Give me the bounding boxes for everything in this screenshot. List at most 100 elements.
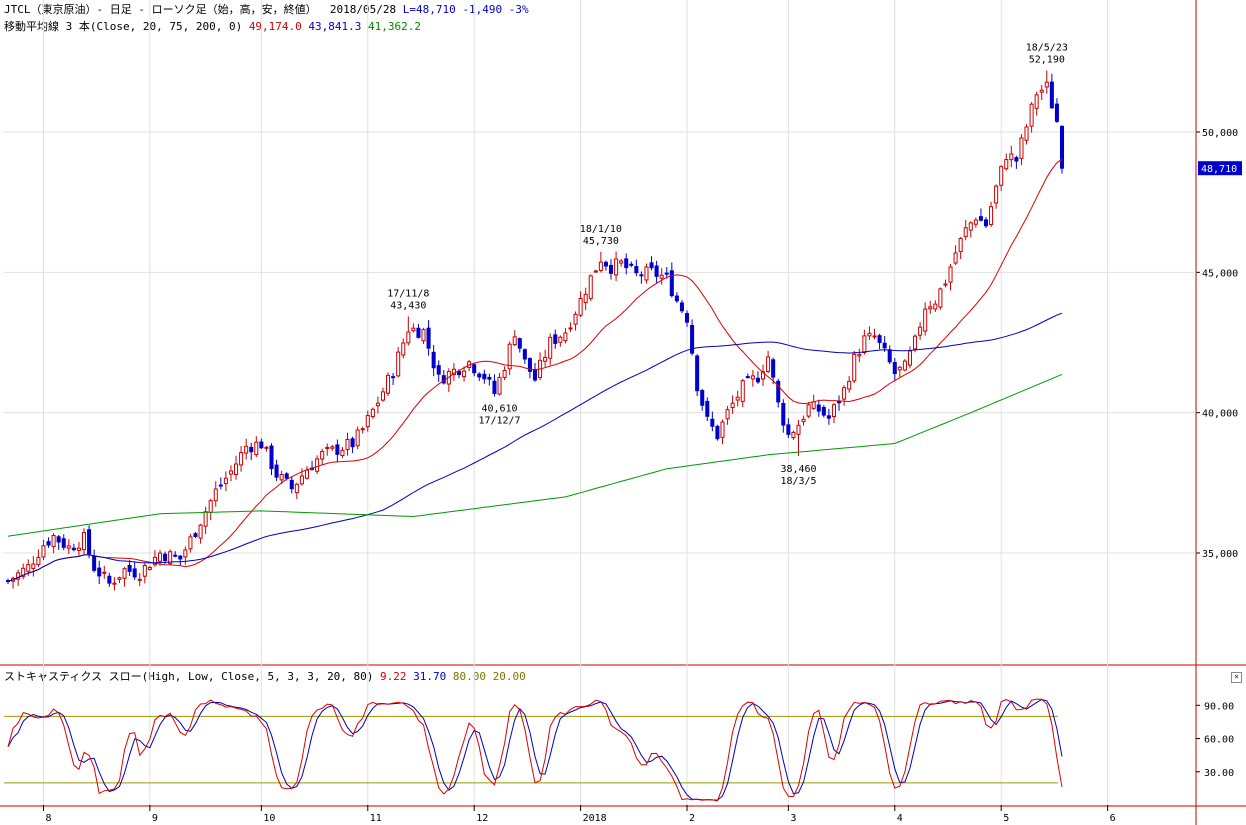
y-tick-label: 45,000: [1202, 268, 1238, 279]
annotation-date: 17/11/8: [387, 288, 429, 299]
candle-body: [522, 349, 527, 360]
last-price-tag-label: 48,710: [1201, 164, 1237, 175]
stoch-label: ストキャスティクス スロー(High, Low, Close, 5, 3, 3,…: [4, 670, 374, 683]
candle-body: [21, 567, 26, 577]
candle-body: [183, 549, 188, 558]
ma75-line: [7, 312, 1063, 582]
last-date: 2018/05/28: [329, 3, 397, 16]
candle-body: [958, 238, 963, 253]
candle-body: [335, 444, 340, 455]
x-tick-label: 6: [1110, 813, 1116, 824]
candle-body: [943, 283, 948, 286]
stoch-y-tick-label: 90.00: [1204, 701, 1234, 712]
candle-body: [948, 266, 953, 283]
x-tick-label: 8: [45, 813, 51, 824]
candle-body: [274, 464, 279, 478]
candle-body: [487, 376, 492, 380]
candle-body: [193, 533, 198, 537]
candle-body: [771, 359, 776, 378]
candle-body: [365, 415, 370, 428]
candle-body: [56, 536, 61, 543]
candle-body: [781, 402, 786, 426]
stoch-lower-value: 20.00: [492, 670, 526, 683]
candle-body: [857, 354, 862, 357]
candle-body: [386, 374, 391, 394]
candle-body: [97, 567, 102, 577]
candle-body: [1059, 125, 1065, 169]
annotation-value: 40,610: [481, 404, 517, 415]
candle-body: [81, 532, 87, 551]
candle-body: [679, 302, 684, 312]
candle-body: [360, 428, 365, 431]
candle-body: [223, 477, 228, 485]
candle-body: [320, 451, 325, 460]
candle-body: [583, 293, 588, 304]
candle-body: [188, 536, 193, 550]
ma200-value: 41,362.2: [368, 20, 422, 33]
candle-body: [132, 568, 137, 578]
candle-body: [218, 484, 223, 487]
candle-body: [391, 376, 396, 379]
candle-body: [811, 401, 816, 409]
candle-body: [816, 404, 821, 412]
annotation-value: 43,430: [390, 300, 426, 311]
x-tick-label: 4: [897, 813, 903, 824]
candle-body: [411, 327, 416, 332]
candle-body: [1039, 89, 1044, 93]
candle-body: [380, 391, 386, 401]
stoch-d-line: [7, 698, 1063, 801]
candle-body: [634, 266, 639, 274]
candle-body: [907, 350, 913, 366]
y-tick-label: 35,000: [1202, 549, 1238, 560]
candle-body: [710, 418, 715, 427]
annotation-date: 18/3/5: [780, 476, 816, 487]
candle-body: [456, 370, 462, 376]
candle-body: [588, 275, 593, 299]
x-tick-label: 9: [152, 813, 158, 824]
candle-body: [26, 564, 31, 572]
candle-body: [664, 272, 669, 275]
candle-body: [649, 262, 654, 269]
candle-body: [472, 364, 477, 374]
candle-body: [350, 438, 355, 448]
candle-body: [968, 222, 973, 231]
candle-body: [644, 266, 649, 281]
candle-body: [639, 274, 644, 277]
candle-body: [720, 421, 725, 438]
candle-body: [477, 373, 482, 378]
candle-body: [244, 445, 249, 454]
candle-body: [264, 446, 269, 449]
candle-body: [497, 376, 502, 395]
candle-body: [867, 332, 872, 337]
candle-body: [1034, 94, 1039, 109]
candle-body: [421, 329, 426, 342]
candle-body: [355, 429, 360, 447]
candle-body: [563, 332, 568, 342]
candle-body: [973, 219, 978, 225]
stoch-d-value: 31.70: [413, 670, 447, 683]
candle-body: [345, 439, 350, 450]
candle-body: [66, 545, 71, 549]
candle-body: [978, 216, 983, 221]
candle-body: [462, 370, 467, 378]
x-tick-label: 12: [476, 813, 488, 824]
stoch-k-line: [7, 698, 1063, 802]
candle-body: [730, 402, 735, 409]
candle-body: [674, 295, 679, 302]
close-icon[interactable]: ×: [1231, 672, 1242, 683]
candle-body: [198, 524, 203, 539]
candle-body: [654, 265, 659, 277]
annotation-value: 52,190: [1029, 55, 1065, 66]
candle-body: [801, 418, 806, 423]
candle-body: [659, 274, 664, 279]
candle-body: [842, 387, 847, 400]
candle-body: [426, 327, 431, 349]
candle-body: [1029, 103, 1034, 127]
candle-body: [593, 270, 598, 273]
candle-body: [375, 402, 380, 407]
candle-body: [750, 375, 755, 380]
candle-body: [289, 479, 294, 490]
candle-body: [619, 260, 624, 264]
candle-body: [325, 446, 330, 449]
